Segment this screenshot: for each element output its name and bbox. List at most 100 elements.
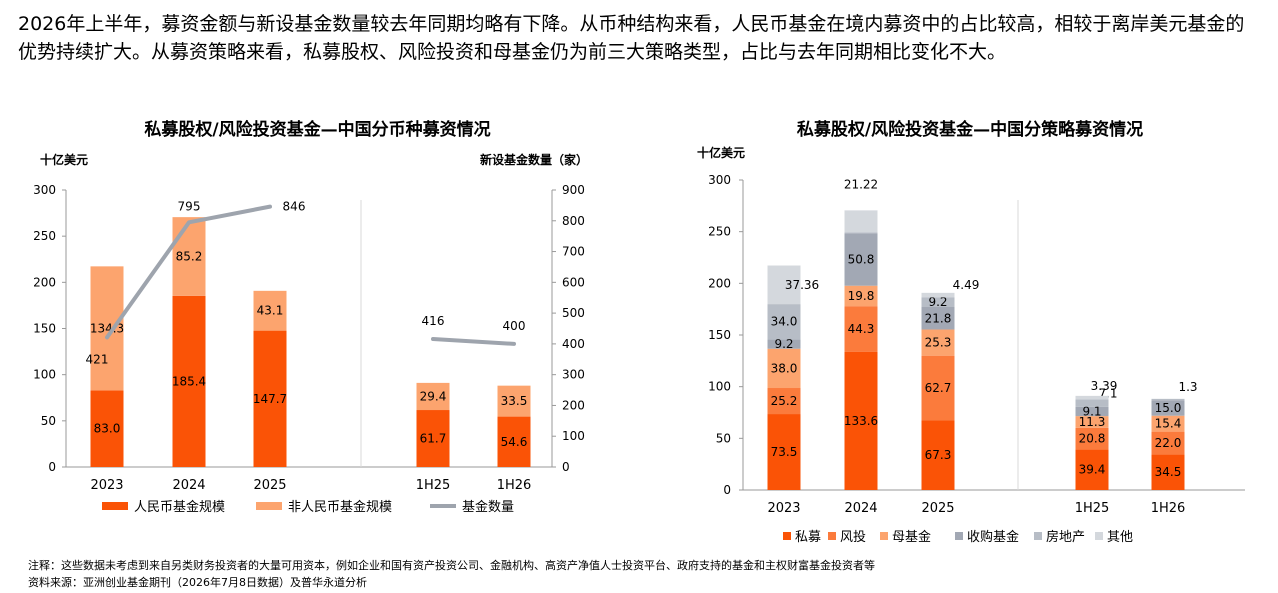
left-bar-label: 83.0 (94, 422, 121, 436)
legend-swatch-rmb (102, 502, 128, 510)
right-y-tick-label: 100 (708, 380, 731, 394)
right-bar-segment (1075, 399, 1109, 407)
left-y2-tick-label: 200 (562, 398, 585, 412)
right-bar-segment (1075, 406, 1109, 417)
strategy-chart-title: 私募股权/风险投资基金—中国分策略募资情况 (796, 120, 1144, 140)
right-bar-label: 67.3 (925, 448, 952, 462)
right-bar-label: 25.2 (771, 394, 798, 408)
right-y-tick-label: 200 (708, 276, 731, 290)
left-y-tick-label: 150 (33, 322, 56, 336)
right-legend-label: 房地产 (1046, 529, 1085, 545)
right-bar-label: 25.3 (925, 336, 952, 350)
right-y-tick-label: 300 (708, 173, 731, 187)
left-y2-tick-label: 0 (562, 460, 570, 474)
left-y2-tick-label: 300 (562, 368, 585, 382)
right-bar-label: 15.0 (1155, 401, 1182, 415)
source-note: 资料来源：亚洲创业基金期刊（2026年7月8日数据）及普华永道分析 (28, 576, 367, 589)
right-bar-segment (921, 329, 955, 356)
left-y-axis-label: 十亿美元 (40, 152, 88, 167)
right-bar-segment (767, 265, 801, 305)
right-bar-label: 73.5 (771, 445, 798, 459)
right-bar-label: 9.2 (774, 337, 793, 351)
right-bar-label: 21.8 (925, 311, 952, 325)
right-bar-label: 62.7 (925, 381, 952, 395)
left-y-tick-label: 300 (33, 183, 56, 197)
right-bar-label: 50.8 (848, 252, 875, 266)
legend-swatch-nonrmb (256, 502, 282, 510)
right-bar-segment (767, 414, 801, 490)
right-bar-segment (1151, 400, 1185, 416)
right-legend-swatch (1095, 532, 1103, 540)
right-legend-swatch (1034, 532, 1042, 540)
right-bar-segment (844, 233, 878, 286)
right-bar-label: 44.3 (848, 322, 875, 336)
right-bar-segment (1075, 427, 1109, 450)
right-bar-label: 9.1 (1082, 404, 1101, 418)
left-bar-segment (90, 266, 124, 391)
left-bar-label: 33.5 (501, 394, 528, 408)
right-bar-segment (921, 292, 955, 298)
right-bar-label: 4.49 (953, 278, 980, 292)
right-bar-label: 20.8 (1079, 432, 1106, 446)
left-bar-label: 43.1 (257, 304, 284, 318)
right-bar-segment (921, 355, 955, 421)
left-y2-tick-label: 500 (562, 306, 585, 320)
right-bar-segment (1075, 449, 1109, 490)
left-y2-tick-label: 600 (562, 275, 585, 289)
right-x-tick-label: 1H26 (1151, 501, 1186, 516)
right-bar-label: 21.22 (844, 177, 878, 191)
left-y-tick-label: 50 (41, 414, 56, 428)
right-bar-segment (1151, 415, 1185, 432)
left-y-tick-label: 100 (33, 368, 56, 382)
footnote: 注释：这些数据未考虑到来自另类财务投资者的大量可用资本，例如企业和国有资产投资公… (28, 559, 875, 572)
left-line-point-label: 421 (86, 352, 109, 366)
right-bar-segment (844, 285, 878, 307)
left-x-tick-label: 2025 (253, 478, 286, 493)
right-bar-segment (844, 306, 878, 352)
left-y2-tick-label: 100 (562, 429, 585, 443)
right-bar-segment (767, 388, 801, 415)
right-bar-label: 22.0 (1155, 436, 1182, 450)
right-bar-segment (844, 351, 878, 490)
left-y-tick-label: 250 (33, 229, 56, 243)
right-bar-label: 15.4 (1155, 417, 1182, 431)
left-bar-label: 61.7 (420, 432, 447, 446)
right-legend-label: 其他 (1107, 530, 1133, 545)
right-x-tick-label: 2025 (921, 501, 954, 516)
right-bar-segment (844, 232, 878, 234)
right-y-tick-label: 150 (708, 328, 731, 342)
left-y2-tick-label: 900 (562, 183, 585, 197)
right-legend-label: 私募 (795, 530, 821, 545)
right-bar-label: 9.2 (928, 295, 947, 309)
left-fund-count-line (105, 204, 272, 340)
left-bar-segment (253, 330, 287, 467)
currency-chart-title: 私募股权/风险投资基金—中国分币种募资情况 (144, 120, 491, 140)
left-line-point-label: 400 (503, 319, 526, 333)
legend-label-rmb: 人民币基金规模 (134, 499, 225, 515)
right-bar-label: 34.0 (771, 315, 798, 329)
right-bar-label: 37.36 (785, 278, 819, 292)
left-x-tick-label: 1H26 (497, 478, 532, 493)
right-bar-label: 3.39 (1091, 379, 1118, 393)
intro-paragraph: 2026年上半年，募资金额与新设基金数量较去年同期均略有下降。从币种结构来看，人… (18, 13, 1245, 63)
left-bar-segment (416, 382, 450, 411)
right-bar-label: 1.3 (1178, 380, 1197, 394)
right-x-tick-label: 2023 (767, 501, 800, 516)
right-bar-segment (1151, 431, 1185, 455)
left-x-tick-label: 1H25 (416, 478, 451, 493)
right-bar-segment (1151, 454, 1185, 490)
left-x-tick-label: 2023 (90, 478, 123, 493)
right-y-tick-label: 50 (716, 431, 731, 445)
right-bar-segment (844, 210, 878, 233)
left-bar-segment (497, 385, 531, 417)
left-bar-segment (253, 290, 287, 331)
left-x-tick-label: 2024 (172, 478, 205, 493)
left-bar-segment (172, 295, 206, 467)
left-bar-segment (90, 390, 124, 467)
right-bar-segment (1075, 395, 1109, 400)
right-bar-segment (1075, 416, 1109, 428)
left-bar-label: 54.6 (501, 435, 528, 449)
right-legend-swatch (783, 532, 791, 540)
right-y-tick-label: 0 (723, 483, 731, 497)
right-legend-swatch (880, 532, 888, 540)
